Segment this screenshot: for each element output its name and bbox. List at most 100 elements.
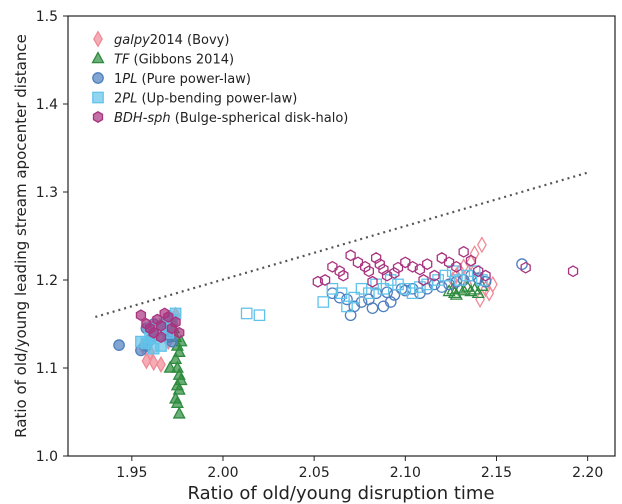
data-point bbox=[363, 265, 375, 278]
data-point bbox=[378, 263, 389, 276]
legend-label: TF (Gibbons 2014) bbox=[114, 53, 234, 68]
data-point bbox=[370, 252, 382, 264]
data-point bbox=[135, 309, 147, 322]
data-point bbox=[458, 245, 469, 258]
data-point bbox=[429, 269, 440, 282]
legend-label: BDH-sph (Bulge-spherical disk-halo) bbox=[114, 111, 348, 126]
data-point bbox=[334, 265, 345, 278]
data-point bbox=[439, 269, 452, 282]
data-point bbox=[253, 309, 266, 322]
data-point bbox=[476, 236, 487, 254]
legend-marker bbox=[93, 30, 103, 48]
data-point bbox=[400, 256, 411, 269]
legend-label: galpy2014 (Bovy) bbox=[114, 33, 229, 48]
data-point bbox=[352, 256, 364, 269]
plot-area bbox=[68, 16, 615, 456]
y-tick-label: 1.4 bbox=[36, 97, 58, 113]
reference-dotted-line bbox=[95, 171, 588, 319]
legend-item: 1PL (Pure power-law) bbox=[92, 72, 251, 87]
data-point bbox=[436, 252, 447, 264]
data-point bbox=[446, 282, 460, 295]
data-point bbox=[317, 296, 330, 308]
data-point bbox=[338, 269, 349, 282]
data-point bbox=[377, 282, 390, 295]
data-point bbox=[567, 265, 579, 278]
data-point bbox=[384, 296, 397, 308]
data-point bbox=[435, 281, 448, 293]
legend-item: 2PL (Up-bending power-law) bbox=[92, 92, 297, 107]
data-point bbox=[479, 275, 492, 288]
data-point bbox=[174, 334, 188, 347]
legend-label: 1PL (Pure power-law) bbox=[114, 72, 251, 87]
data-point bbox=[389, 267, 400, 279]
data-point bbox=[148, 354, 159, 372]
x-tick-label: 2.10 bbox=[390, 465, 421, 481]
data-point bbox=[469, 245, 480, 263]
data-points-layer bbox=[113, 236, 579, 419]
data-point bbox=[516, 258, 528, 271]
data-point bbox=[461, 269, 474, 282]
data-point bbox=[451, 260, 462, 273]
data-point bbox=[333, 291, 346, 304]
data-point bbox=[172, 382, 186, 395]
data-point bbox=[457, 283, 471, 296]
data-point bbox=[335, 287, 348, 300]
x-axis-ticks: 1.95 2.00 2.05 2.10 2.15 2.20 bbox=[116, 456, 603, 481]
legend-marker bbox=[92, 111, 104, 123]
legend-marker bbox=[92, 72, 104, 84]
data-point bbox=[414, 263, 426, 276]
y-tick-label: 1.5 bbox=[36, 9, 58, 25]
data-point bbox=[341, 300, 353, 313]
data-point bbox=[381, 269, 393, 282]
data-point bbox=[418, 274, 429, 286]
data-point bbox=[170, 395, 184, 409]
legend-item: BDH-sph (Bulge-spherical disk-halo) bbox=[92, 111, 348, 126]
data-point bbox=[360, 260, 371, 273]
y-tick-label: 1.3 bbox=[36, 185, 58, 201]
data-point bbox=[464, 284, 478, 297]
data-point bbox=[406, 287, 419, 300]
data-point bbox=[170, 316, 181, 329]
x-tick-label: 2.05 bbox=[299, 465, 330, 481]
data-point bbox=[172, 406, 186, 419]
data-point bbox=[345, 249, 356, 262]
data-point bbox=[355, 296, 368, 308]
data-point bbox=[155, 319, 167, 332]
data-point bbox=[374, 258, 385, 271]
data-point bbox=[407, 260, 418, 273]
data-point bbox=[414, 281, 426, 293]
data-point bbox=[319, 274, 331, 286]
y-axis-ticks: 1.0 1.1 1.2 1.3 1.4 1.5 bbox=[36, 9, 68, 465]
data-point bbox=[454, 274, 466, 286]
data-point bbox=[113, 339, 125, 351]
y-tick-label: 1.2 bbox=[36, 273, 58, 289]
data-point bbox=[392, 278, 404, 291]
data-point bbox=[487, 275, 498, 293]
data-point bbox=[312, 275, 323, 288]
data-point bbox=[367, 275, 378, 288]
y-tick-label: 1.1 bbox=[36, 361, 58, 377]
x-tick-label: 1.95 bbox=[116, 465, 147, 481]
data-point bbox=[465, 254, 477, 267]
x-tick-label: 2.20 bbox=[572, 465, 603, 481]
data-point bbox=[355, 282, 368, 295]
data-point bbox=[240, 307, 253, 320]
legend-item: TF (Gibbons 2014) bbox=[91, 51, 234, 68]
data-point bbox=[399, 282, 412, 295]
data-point bbox=[163, 360, 177, 373]
data-point bbox=[348, 291, 361, 304]
data-point bbox=[169, 351, 183, 365]
data-point bbox=[366, 302, 379, 315]
data-point bbox=[443, 256, 455, 269]
data-point bbox=[327, 260, 338, 273]
data-point bbox=[326, 282, 339, 295]
y-tick-label: 1.0 bbox=[36, 449, 58, 465]
data-point bbox=[453, 281, 467, 294]
plot-frame bbox=[67, 15, 616, 457]
data-point bbox=[520, 261, 531, 274]
x-axis-title: Ratio of old/young disruption time bbox=[187, 483, 494, 504]
legend-label: 2PL (Up-bending power-law) bbox=[114, 92, 297, 107]
data-point bbox=[471, 285, 485, 299]
x-tick-label: 2.00 bbox=[207, 465, 238, 481]
